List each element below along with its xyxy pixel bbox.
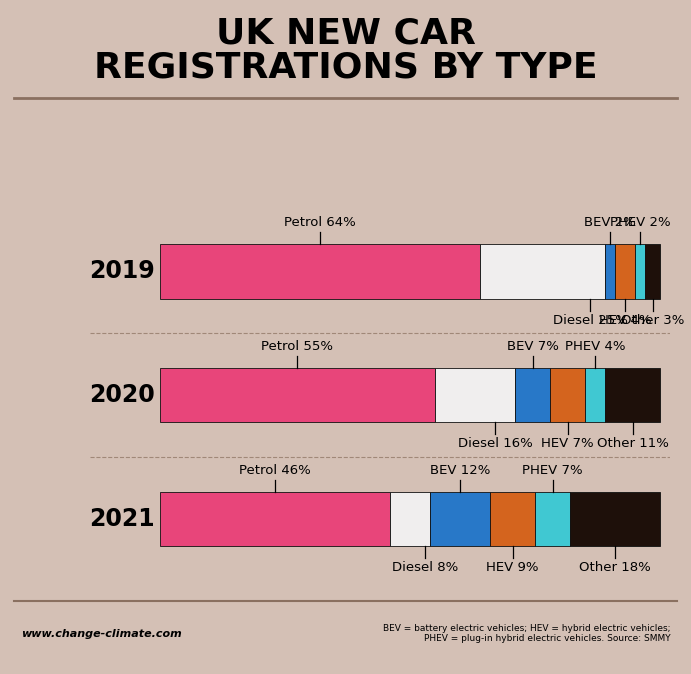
Bar <box>390 491 430 546</box>
Bar <box>515 368 550 423</box>
Text: PHEV 2%: PHEV 2% <box>610 216 670 229</box>
Bar <box>490 491 535 546</box>
Text: Other 3%: Other 3% <box>621 313 685 326</box>
Text: HEV 9%: HEV 9% <box>486 561 539 574</box>
Text: HEV 4%: HEV 4% <box>599 313 652 326</box>
Text: Diesel 8%: Diesel 8% <box>392 561 458 574</box>
Text: www.change-climate.com: www.change-climate.com <box>21 629 182 638</box>
Bar <box>605 244 615 299</box>
Text: PHEV 7%: PHEV 7% <box>522 464 583 477</box>
Text: HEV 7%: HEV 7% <box>541 437 594 450</box>
Bar <box>645 244 661 299</box>
Text: Other 11%: Other 11% <box>597 437 669 450</box>
Bar <box>160 368 435 423</box>
Bar <box>635 244 645 299</box>
Text: BEV 12%: BEV 12% <box>430 464 491 477</box>
Text: 2020: 2020 <box>89 384 155 407</box>
Bar <box>570 491 661 546</box>
Bar <box>615 244 635 299</box>
Text: Other 18%: Other 18% <box>579 561 651 574</box>
Bar <box>550 368 585 423</box>
Bar <box>160 244 480 299</box>
Bar <box>160 491 390 546</box>
Bar <box>605 368 661 423</box>
Bar <box>480 244 605 299</box>
Bar <box>430 491 490 546</box>
Text: BEV 2%: BEV 2% <box>585 216 636 229</box>
Text: Diesel 25%: Diesel 25% <box>553 313 627 326</box>
Text: 2019: 2019 <box>89 259 155 284</box>
Text: Diesel 16%: Diesel 16% <box>457 437 533 450</box>
Bar <box>535 491 570 546</box>
Text: Petrol 64%: Petrol 64% <box>284 216 356 229</box>
Text: Petrol 46%: Petrol 46% <box>239 464 311 477</box>
Text: PHEV 4%: PHEV 4% <box>565 340 625 353</box>
Text: BEV 7%: BEV 7% <box>507 340 558 353</box>
Bar <box>435 368 515 423</box>
Text: REGISTRATIONS BY TYPE: REGISTRATIONS BY TYPE <box>94 51 597 84</box>
Text: UK NEW CAR: UK NEW CAR <box>216 17 475 51</box>
Text: BEV = battery electric vehicles; HEV = hybrid electric vehicles;
PHEV = plug-in : BEV = battery electric vehicles; HEV = h… <box>383 624 670 643</box>
Bar <box>585 368 605 423</box>
Text: 2021: 2021 <box>89 507 155 531</box>
Text: Petrol 55%: Petrol 55% <box>261 340 334 353</box>
